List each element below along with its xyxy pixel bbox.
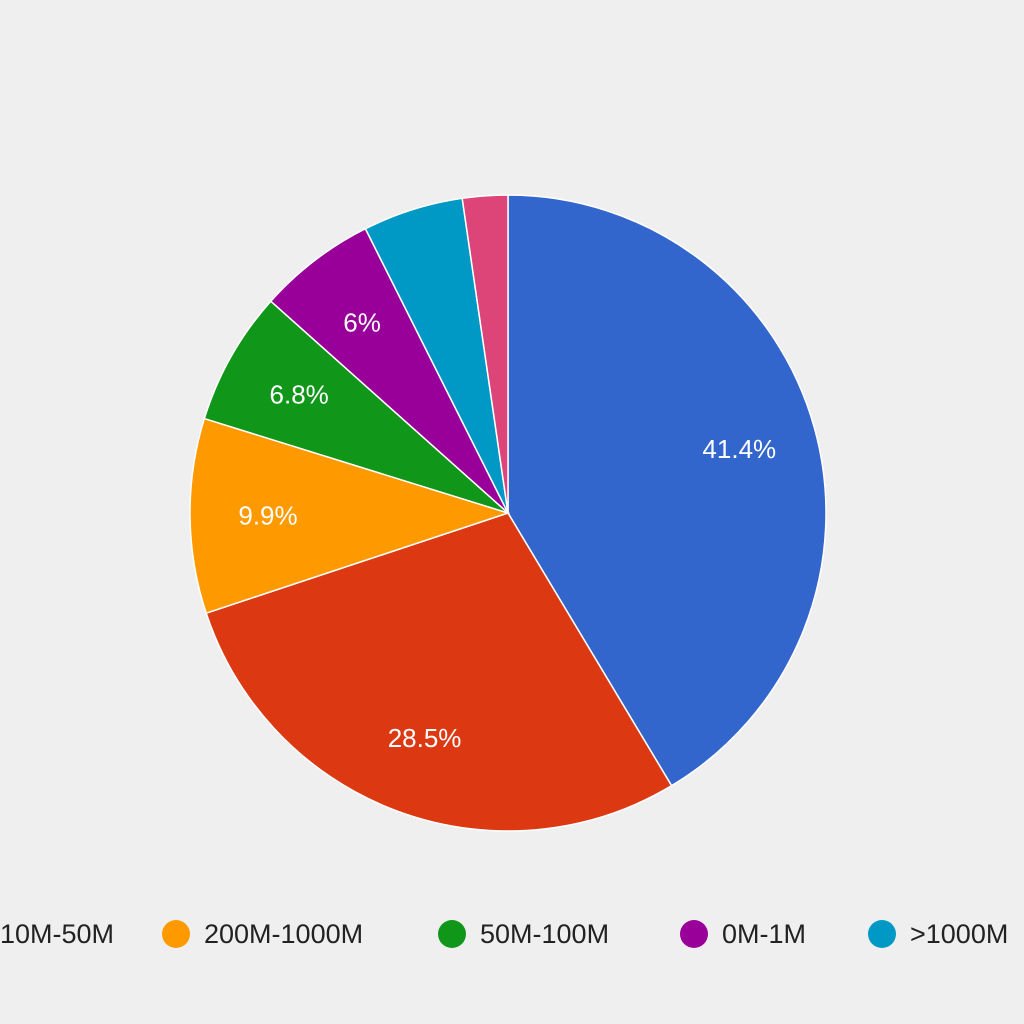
legend-item[interactable]: >1000M — [868, 910, 1008, 958]
slice-value-label: 6% — [343, 307, 381, 337]
legend-label: 0M-1M — [722, 918, 807, 949]
pie-slice-0[interactable] — [507, 194, 827, 787]
slice-value-label: 9.9% — [238, 500, 297, 530]
legend-swatch — [162, 920, 190, 948]
chart-legend: 10M-50M 200M-1000M 50M-100M 0M-1M >1000M — [0, 910, 1024, 958]
pie-slice-3[interactable] — [203, 300, 509, 514]
legend-label: >1000M — [910, 918, 1009, 949]
legend-label: 200M-1000M — [204, 918, 364, 949]
legend-swatch — [680, 920, 708, 948]
pie-slice-2[interactable] — [189, 417, 511, 615]
legend-item[interactable]: 10M-50M — [0, 910, 114, 958]
slice-value-label: 28.5% — [388, 723, 462, 753]
legend-label: 10M-50M — [0, 918, 115, 949]
pie-slice-6[interactable] — [461, 194, 509, 514]
legend-item[interactable]: 0M-1M — [680, 910, 806, 958]
slice-value-label: 41.4% — [702, 434, 776, 464]
slice-value-label: 6.8% — [270, 380, 329, 410]
pie-slice-1[interactable] — [205, 512, 673, 832]
legend-item[interactable]: 200M-1000M — [162, 910, 363, 958]
pie-slice-4[interactable] — [269, 227, 509, 514]
legend-swatch — [868, 920, 896, 948]
legend-swatch — [438, 920, 466, 948]
legend-label: 50M-100M — [480, 918, 610, 949]
legend-item[interactable]: 50M-100M — [438, 910, 609, 958]
